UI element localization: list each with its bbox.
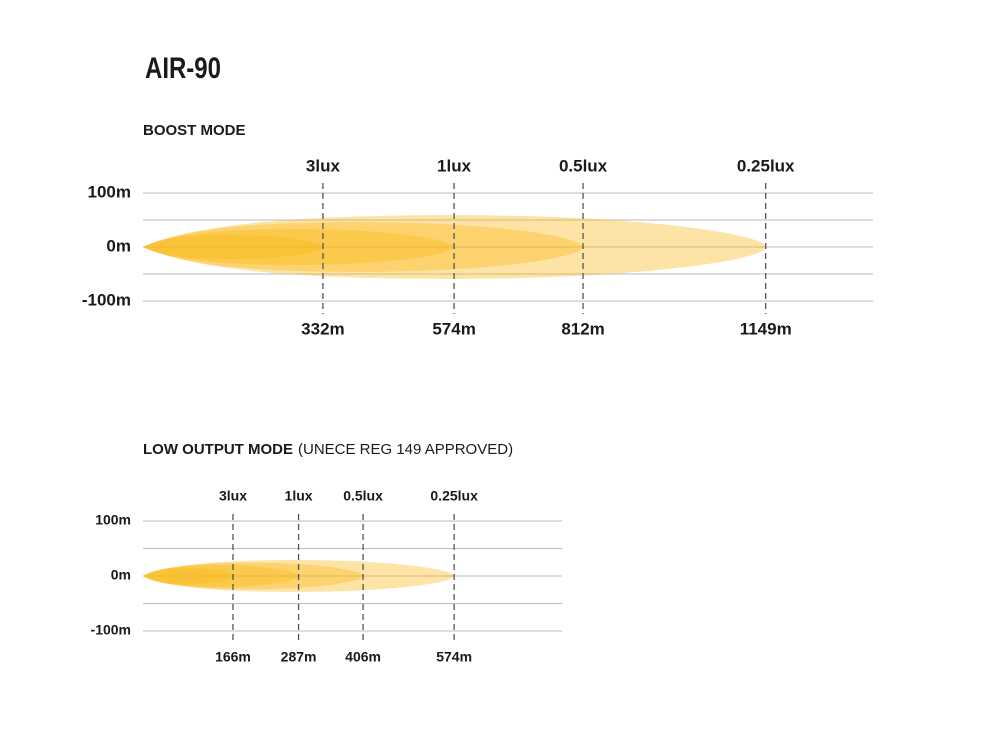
lux-label: 1lux: [285, 488, 313, 504]
chart-title-text: BOOST MODE: [143, 122, 246, 139]
lux-label: 0.5lux: [343, 488, 383, 504]
chart-title-text: LOW OUTPUT MODE: [143, 441, 293, 458]
distance-label: 166m: [215, 649, 251, 665]
beam: [143, 229, 455, 265]
distance-label: 574m: [436, 649, 472, 665]
chart-title: BOOST MODE: [143, 122, 246, 139]
distance-label: 406m: [345, 649, 381, 665]
beam: [143, 562, 364, 590]
y-tick-label: 100m: [88, 182, 131, 201]
y-tick-label: 0m: [111, 567, 131, 583]
chart-title: LOW OUTPUT MODE (UNECE REG 149 APPROVED): [143, 441, 513, 458]
lux-label: 0.25lux: [430, 488, 478, 504]
distance-label: 574m: [432, 319, 475, 338]
distance-label: 287m: [281, 649, 317, 665]
y-tick-label: -100m: [91, 622, 131, 638]
beam: [143, 565, 299, 587]
chart-subtitle: (UNECE REG 149 APPROVED): [298, 441, 513, 458]
lux-label: 3lux: [219, 488, 247, 504]
beam: [143, 235, 323, 259]
lux-label: 1lux: [437, 156, 472, 175]
y-tick-label: -100m: [82, 290, 131, 309]
lux-label: 3lux: [306, 156, 341, 175]
lux-label: 0.25lux: [737, 156, 795, 175]
y-tick-label: 0m: [106, 236, 131, 255]
page-title: AIR-90: [145, 50, 221, 84]
y-tick-label: 100m: [95, 512, 131, 528]
distance-label: 332m: [301, 319, 344, 338]
distance-label: 812m: [561, 319, 604, 338]
beam: [143, 567, 233, 585]
lux-label: 0.5lux: [559, 156, 608, 175]
beam: [143, 222, 584, 272]
distance-label: 1149m: [740, 319, 792, 338]
